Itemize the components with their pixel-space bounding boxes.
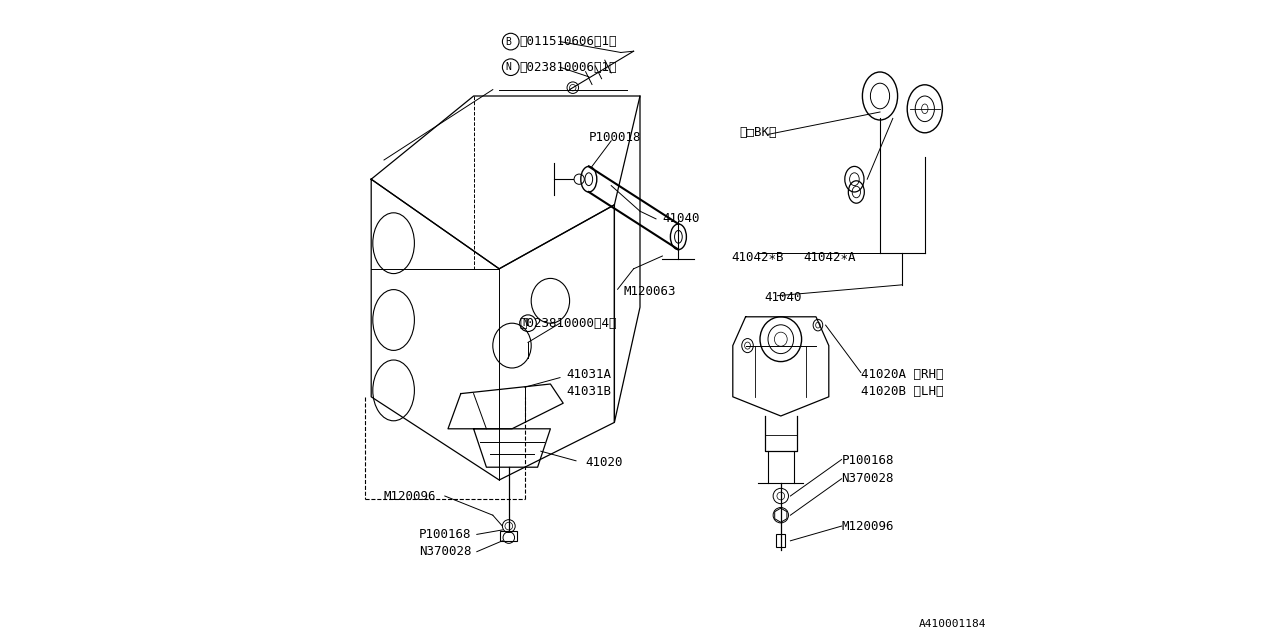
Text: P100168: P100168	[420, 528, 472, 541]
Text: M120063: M120063	[625, 285, 677, 298]
Text: Ⓝ023810000（4）: Ⓝ023810000（4）	[520, 317, 617, 330]
Text: ＜□BK＞: ＜□BK＞	[740, 126, 777, 139]
Text: 41042∗B: 41042∗B	[731, 251, 783, 264]
Text: P100168: P100168	[842, 454, 895, 467]
Bar	[500, 531, 517, 541]
Text: N: N	[506, 62, 511, 72]
Text: N370028: N370028	[420, 545, 472, 558]
Text: Ⓝ023810006（1）: Ⓝ023810006（1）	[520, 61, 617, 74]
Text: M120096: M120096	[384, 490, 436, 502]
Text: P100018: P100018	[589, 131, 641, 144]
Text: 41020: 41020	[585, 456, 623, 468]
Text: Ⓑ011510606（1）: Ⓑ011510606（1）	[520, 35, 617, 48]
Text: 41040: 41040	[765, 291, 803, 304]
Text: 41020B ＜LH＞: 41020B ＜LH＞	[860, 385, 943, 398]
Text: N: N	[522, 318, 529, 328]
Text: N370028: N370028	[842, 472, 895, 485]
Text: 41031B: 41031B	[566, 385, 612, 398]
Text: 41020A ＜RH＞: 41020A ＜RH＞	[860, 368, 943, 381]
Text: 41040: 41040	[663, 212, 700, 225]
Text: B: B	[506, 36, 511, 47]
Bar	[776, 534, 786, 547]
Text: 41042∗A: 41042∗A	[804, 251, 856, 264]
Text: M120096: M120096	[842, 520, 895, 532]
Text: 41031A: 41031A	[566, 368, 612, 381]
Text: A410001184: A410001184	[919, 619, 986, 629]
